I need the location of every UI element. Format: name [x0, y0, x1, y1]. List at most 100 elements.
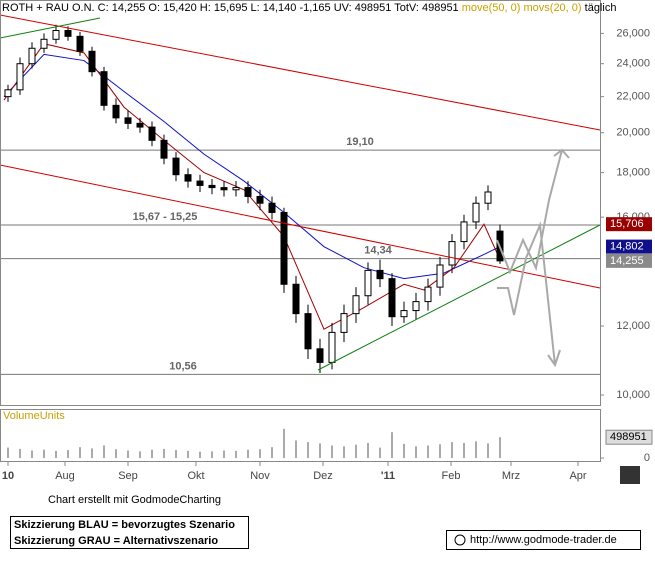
y-tick-label: 20,000 [616, 127, 650, 139]
candle-body [76, 35, 84, 52]
candle-body [28, 47, 36, 65]
arrow-head [553, 148, 570, 159]
candle-body [52, 30, 60, 40]
candle-body [400, 310, 408, 318]
candle-body [124, 117, 132, 124]
volume-bar [175, 450, 177, 458]
candle-body [268, 202, 276, 213]
volume-bar [415, 446, 417, 458]
volume-frame [0, 409, 601, 462]
volume-bar [67, 450, 69, 458]
candle-body [364, 269, 372, 297]
volume-bar [403, 443, 405, 458]
x-tick-label: Okt [187, 470, 204, 482]
horizontal-line-label: 10,56 [169, 360, 197, 372]
legend-entry: Skizzierung BLAU = bevorzugtes Szenario [14, 519, 235, 531]
trend-line [0, 17, 101, 39]
price-tag [606, 239, 652, 254]
horizontal-line-label: 15,67 - 15,25 [133, 211, 198, 223]
candle-body [196, 180, 204, 186]
price-tag-label: 14,255 [610, 255, 644, 267]
volume-bar [103, 445, 105, 458]
trend-line [0, 164, 601, 289]
candle-body [412, 301, 420, 312]
volume-bar [271, 447, 273, 458]
x-tick-label: Aug [55, 470, 75, 482]
candle-body [376, 269, 384, 280]
candle-body [88, 50, 96, 73]
footer-credit: Chart erstellt mit GodmodeCharting [48, 494, 221, 506]
candle-body [316, 348, 324, 363]
x-tick-label: Nov [250, 470, 270, 482]
candle-body [280, 211, 288, 285]
x-tick-label: Feb [442, 470, 461, 482]
volume-tag [605, 429, 653, 445]
legend-box [10, 516, 249, 549]
candle-body [448, 241, 456, 266]
volume-bar [463, 443, 465, 458]
volume-tag-label: 498951 [610, 431, 647, 443]
y-tick-label: 24,000 [616, 58, 650, 70]
volume-bar [499, 437, 501, 458]
candle-body [460, 221, 468, 243]
volume-bar [379, 447, 381, 458]
volume-bar [427, 445, 429, 458]
candle-body [136, 122, 144, 128]
candle-body [160, 139, 168, 159]
volume-bar [151, 449, 153, 458]
volume-bar [355, 444, 357, 458]
x-tick-label: Dez [313, 470, 333, 482]
header-text: ROTH + RAU O.N. C: 14,255 O: 15,420 H: 1… [2, 2, 459, 14]
volume-bar [283, 428, 285, 458]
volume-bar [211, 451, 213, 458]
volume-bar [487, 443, 489, 458]
candle-body [424, 286, 432, 303]
x-tick-label: Sep [118, 470, 138, 482]
trend-line [317, 224, 601, 371]
header: ROTH + RAU O.N. C: 14,255 O: 15,420 H: 1… [2, 2, 616, 14]
icon [620, 466, 640, 484]
volume-bar [331, 445, 333, 458]
price-tag [606, 217, 652, 232]
candle-body [64, 30, 72, 37]
candle-body [40, 38, 48, 49]
volume-bar [235, 450, 237, 458]
volume-tick-label: 0 [644, 452, 650, 464]
copyright-icon [454, 534, 466, 546]
volume-bar [19, 448, 21, 458]
volume-bar [31, 450, 33, 458]
candle-body [112, 104, 120, 119]
horizontal-line-label: 14,34 [364, 245, 392, 257]
arrow-head [547, 349, 561, 368]
x-tick-label: Apr [569, 470, 586, 482]
volume-bar [295, 440, 297, 458]
price-tag-label: 15,706 [610, 218, 644, 230]
y-tick-label: 18,000 [616, 166, 650, 178]
candle-body [220, 187, 228, 191]
candle-body [292, 283, 300, 315]
candle-body [256, 195, 264, 204]
candle-body [208, 184, 216, 189]
volume-bar [223, 450, 225, 458]
price-panel: 10,00012,00016,00018,00020,00022,00024,0… [0, 24, 653, 482]
volume-bar [439, 444, 441, 458]
x-tick-label: 10 [2, 470, 14, 482]
candle-body [436, 264, 444, 288]
candle-body [340, 313, 348, 333]
volume-bar [43, 449, 45, 458]
candle-body [172, 157, 180, 176]
y-tick-label: 22,000 [616, 91, 650, 103]
candle-body [4, 89, 12, 98]
candle-body [100, 71, 108, 106]
volume-bar [307, 442, 309, 458]
legend-entry: Skizzierung GRAU = Alternativszenario [14, 535, 218, 547]
volume-bar [91, 448, 93, 458]
trend-line [0, 14, 601, 131]
y-tick-label: 12,000 [616, 320, 650, 332]
volume-bar [187, 450, 189, 458]
volume-bar [199, 451, 201, 458]
volume-bar [319, 443, 321, 458]
url-box [446, 530, 641, 550]
volume-title: VolumeUnits [3, 410, 65, 422]
